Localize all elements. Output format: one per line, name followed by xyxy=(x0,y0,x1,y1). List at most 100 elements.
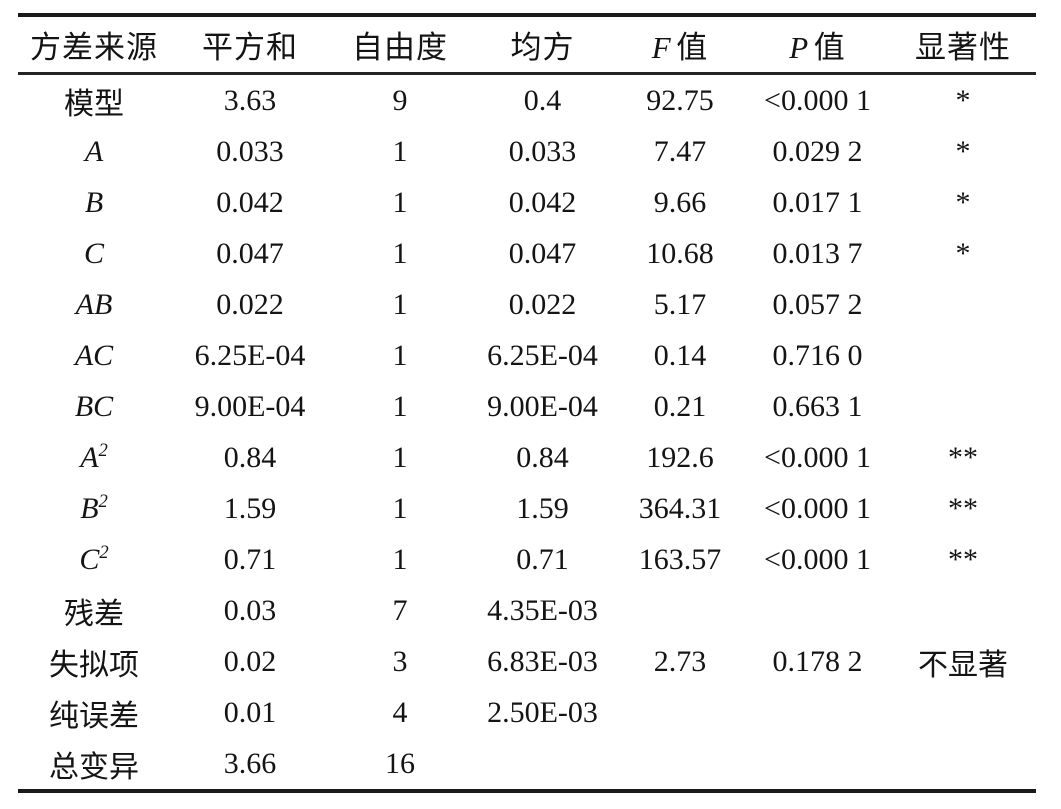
value-cell: 0.663 1 xyxy=(772,389,863,423)
value-cell: 0.4 xyxy=(523,83,562,117)
value-cell: 9.00E-04 xyxy=(194,389,306,423)
row-source-cell: B xyxy=(18,177,170,228)
source-variable: C2 xyxy=(79,543,108,576)
source-variable: A xyxy=(85,135,103,168)
source-label: A xyxy=(84,134,104,168)
source-variable: B xyxy=(85,186,103,219)
source-label: C xyxy=(83,236,104,270)
value-cell: 0.02 xyxy=(223,644,277,678)
value-cell xyxy=(615,738,745,791)
value-cell: * xyxy=(955,134,971,168)
row-source-cell: C xyxy=(18,228,170,279)
value-cell: 2.73 xyxy=(653,644,707,678)
value-cell: 1 xyxy=(392,389,408,423)
value-cell: 0.71 xyxy=(223,542,277,576)
value-cell: 364.31 xyxy=(638,491,722,525)
table-row: 纯误差 0.01 4 2.50E-03 xyxy=(18,687,1036,738)
value-cell: 0.013 7 xyxy=(772,236,863,270)
value-cell: ** xyxy=(948,440,978,474)
value-cell: 0.033 xyxy=(216,134,284,168)
row-source-cell: 纯误差 xyxy=(18,687,170,738)
value-cell: * xyxy=(955,185,971,219)
row-source-cell: AB xyxy=(18,279,170,330)
value-cell: 0.017 1 xyxy=(772,185,863,219)
value-cell: 1 xyxy=(392,491,408,525)
value-cell: 163.57 xyxy=(638,542,722,576)
value-cell: 3 xyxy=(392,644,408,678)
value-cell: 0.84 xyxy=(223,440,277,474)
value-cell: * xyxy=(955,236,971,270)
value-cell: <0.000 1 xyxy=(764,440,871,474)
table-header: 方差来源 平方和 自由度 均方 F 值 P 值显著性 xyxy=(18,15,1036,74)
source-variable: AB xyxy=(76,288,113,321)
value-cell: 10.68 xyxy=(646,236,714,270)
anova-table-container: 方差来源 平方和 自由度 均方 F 值 P 值显著性 模型 3.63 9 0.4 92.75 <0.00… xyxy=(18,13,1036,793)
value-cell xyxy=(745,738,890,791)
table-row: AC 6.25E-04 1 6.25E-04 0.14 0.716 0 xyxy=(18,330,1036,381)
source-label: A xyxy=(80,440,99,474)
value-cell xyxy=(890,279,1036,330)
value-cell xyxy=(890,585,1036,636)
value-cell xyxy=(470,738,615,791)
source-superscript: 2 xyxy=(98,490,108,512)
source-label: B xyxy=(80,491,99,525)
source-variable: AC xyxy=(75,339,113,372)
value-cell: 3.66 xyxy=(223,746,277,780)
table-row: 失拟项 0.02 3 6.83E-03 2.73 0.178 2 不显著 xyxy=(18,636,1036,687)
value-cell: 1.59 xyxy=(516,491,569,525)
value-cell: <0.000 1 xyxy=(764,491,871,525)
source-superscript: 2 xyxy=(99,541,109,563)
column-header-3: 均方 xyxy=(510,30,575,65)
source-label: 残差 xyxy=(64,597,124,631)
column-header-label: 值 xyxy=(813,30,846,65)
value-cell: 1 xyxy=(392,542,408,576)
value-cell: 0.033 xyxy=(508,134,577,168)
value-cell: 1 xyxy=(392,440,408,474)
value-cell: <0.000 1 xyxy=(764,542,871,576)
source-superscript: 2 xyxy=(98,439,108,461)
value-cell: 0.042 xyxy=(216,185,284,219)
value-cell: 1 xyxy=(392,185,408,219)
value-cell: 7.47 xyxy=(653,134,707,168)
value-cell xyxy=(890,687,1036,738)
value-cell: 0.047 xyxy=(508,236,577,270)
source-label: 失拟项 xyxy=(49,648,139,682)
value-cell xyxy=(615,687,745,738)
table-row: A2 0.84 1 0.84 192.6 <0.000 1 ** xyxy=(18,432,1036,483)
value-cell: 1.59 xyxy=(223,491,277,525)
source-label: B xyxy=(84,185,104,219)
table-row: B 0.042 1 0.042 9.66 0.017 1 * xyxy=(18,177,1036,228)
value-cell: 6.83E-03 xyxy=(487,644,598,678)
value-cell xyxy=(890,330,1036,381)
table-row: 模型 3.63 9 0.4 92.75 <0.000 1 * xyxy=(18,74,1036,127)
table-row: 总变异 3.66 16 xyxy=(18,738,1036,791)
column-header-6: 显著性 xyxy=(915,30,1011,65)
value-cell: 0.047 xyxy=(216,236,284,270)
value-cell: 0.21 xyxy=(653,389,707,423)
table-row: AB 0.022 1 0.022 5.17 0.057 2 xyxy=(18,279,1036,330)
value-cell: 4.35E-03 xyxy=(487,593,598,627)
table-row: C 0.047 1 0.047 10.68 0.013 7 * xyxy=(18,228,1036,279)
value-cell: 7 xyxy=(392,593,408,627)
table-row: A 0.033 1 0.033 7.47 0.029 2 * xyxy=(18,126,1036,177)
value-cell: 16 xyxy=(385,746,415,780)
value-cell: 9 xyxy=(392,83,408,117)
source-variable: C xyxy=(84,237,104,270)
value-cell xyxy=(615,585,745,636)
header-row: 方差来源 平方和 自由度 均方 F 值 P 值显著性 xyxy=(18,15,1036,74)
source-variable: A2 xyxy=(80,441,108,474)
value-cell: 192.6 xyxy=(646,440,714,474)
source-label: 模型 xyxy=(64,87,124,121)
value-cell: 1 xyxy=(392,236,408,270)
row-source-cell: A xyxy=(18,126,170,177)
value-cell: 9.00E-04 xyxy=(487,389,598,423)
value-cell: 6.25E-04 xyxy=(487,338,598,372)
column-header-1: 平方和 xyxy=(202,30,298,65)
row-source-cell: 失拟项 xyxy=(18,636,170,687)
value-cell: <0.000 1 xyxy=(764,83,871,117)
anova-table: 方差来源 平方和 自由度 均方 F 值 P 值显著性 模型 3.63 9 0.4 92.75 <0.00… xyxy=(18,13,1036,793)
row-source-cell: AC xyxy=(18,330,170,381)
value-cell: * xyxy=(955,83,971,117)
row-source-cell: C2 xyxy=(18,534,170,585)
